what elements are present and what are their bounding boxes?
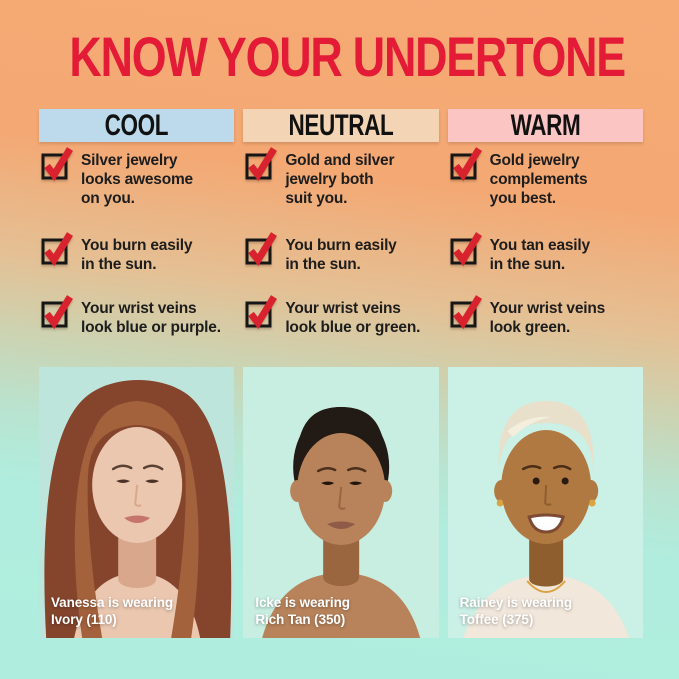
lips [327, 521, 356, 529]
checkbox-checked-icon [450, 295, 482, 330]
column-header-label: NEUTRAL [288, 108, 394, 142]
brow-left [111, 464, 133, 471]
checklist-item: Your wrist veins look green. [448, 295, 643, 367]
checklist-item-text: Your wrist veins look blue or green. [285, 300, 421, 336]
checklist-item-text: Your wrist veins look blue or purple. [81, 300, 221, 336]
eye-right [561, 477, 569, 485]
checklist-item-text: Gold jewelry complements you best. [489, 152, 588, 207]
brow-right [347, 467, 367, 473]
hair-left [74, 433, 103, 638]
hair-cap [297, 407, 386, 469]
checklist-item: Your wrist veins look blue or green. [243, 295, 438, 367]
brow-right [142, 464, 164, 471]
hair-right [171, 433, 199, 638]
checklist-item-text: You burn easily in the sun. [285, 237, 397, 273]
checkbox-checked-icon [450, 147, 482, 182]
column-header-warm: WARM [447, 108, 643, 142]
column-header-label: WARM [510, 108, 581, 142]
checklist-item: Gold and silver jewelry both suit you. [243, 147, 438, 236]
checkbox-checked-icon [450, 232, 482, 267]
portrait-illustration [243, 367, 439, 638]
checkbox-checked-icon [41, 232, 73, 267]
checklist-item-text: Your wrist veins look green. [489, 300, 606, 336]
brow-left [317, 467, 337, 473]
eye-left [532, 477, 540, 485]
checkbox-checked-icon [245, 295, 278, 330]
hair-highlight [506, 416, 551, 437]
brow-left [521, 465, 542, 471]
eye-right [349, 481, 363, 485]
column-neutral: NEUTRAL Gold and silver jewelry both sui… [243, 108, 439, 679]
checklist-item: You tan easily in the sun. [448, 232, 643, 299]
checklist-item-text: Gold and silver jewelry both suit you. [285, 152, 395, 207]
model-photo-vanessa: Vanessa is wearing Ivory (110) [39, 367, 235, 638]
page-title: KNOW YOUR UNDERTONE [0, 24, 679, 89]
checklist-item-text: You tan easily in the sun. [489, 237, 590, 273]
model-photo-rainey: Rainey is wearing Toffee (375) [447, 367, 643, 638]
checklist-item: Gold jewelry complements you best. [448, 147, 643, 236]
checklist-item-text: Silver jewelry looks awesome on you. [81, 152, 193, 207]
column-warm: WARM Gold jewelry complements you best. … [447, 108, 643, 679]
brow-right [552, 465, 572, 471]
nose [543, 484, 552, 506]
portrait-illustration [447, 367, 643, 638]
eye-left [321, 481, 335, 485]
checkbox-checked-icon [245, 232, 278, 267]
portrait-illustration [39, 367, 235, 638]
photo-caption: Rainey is wearing Toffee (375) [459, 595, 573, 627]
checklist-item-text: You burn easily in the sun. [81, 237, 193, 273]
hair-cap [498, 401, 594, 473]
page-title-text: KNOW YOUR UNDERTONE [69, 25, 626, 88]
model-photo-icke: Icke is wearing Rich Tan (350) [243, 367, 439, 638]
earring-right [588, 499, 596, 507]
checklist-item: You burn easily in the sun. [39, 232, 234, 299]
photo-caption: Icke is wearing Rich Tan (350) [255, 595, 350, 627]
column-cool: COOL Silver jewelry looks awesome on you… [39, 108, 235, 679]
column-header-label: COOL [104, 108, 169, 142]
necklace [526, 580, 566, 593]
columns-grid: COOL Silver jewelry looks awesome on you… [39, 109, 643, 679]
photo-caption: Vanessa is wearing Ivory (110) [51, 595, 174, 627]
eye-left [116, 479, 131, 483]
checkbox-checked-icon [41, 295, 73, 330]
checklist-item: Your wrist veins look blue or purple. [39, 295, 234, 367]
earring-left [496, 499, 504, 507]
nose [134, 484, 142, 507]
column-header-neutral: NEUTRAL [243, 108, 439, 142]
hair-fringe [87, 401, 187, 487]
nose [338, 486, 346, 510]
lips [124, 515, 151, 523]
checklist-item: Silver jewelry looks awesome on you. [39, 147, 234, 236]
eye-right [145, 479, 160, 483]
column-header-cool: COOL [39, 108, 235, 142]
shoulders [262, 573, 421, 638]
smile [526, 513, 565, 534]
checklist-item: You burn easily in the sun. [243, 232, 438, 299]
shoulders [74, 573, 201, 638]
neck [118, 527, 157, 588]
blouse [462, 575, 629, 638]
checkbox-checked-icon [41, 147, 73, 182]
checkbox-checked-icon [245, 147, 278, 182]
